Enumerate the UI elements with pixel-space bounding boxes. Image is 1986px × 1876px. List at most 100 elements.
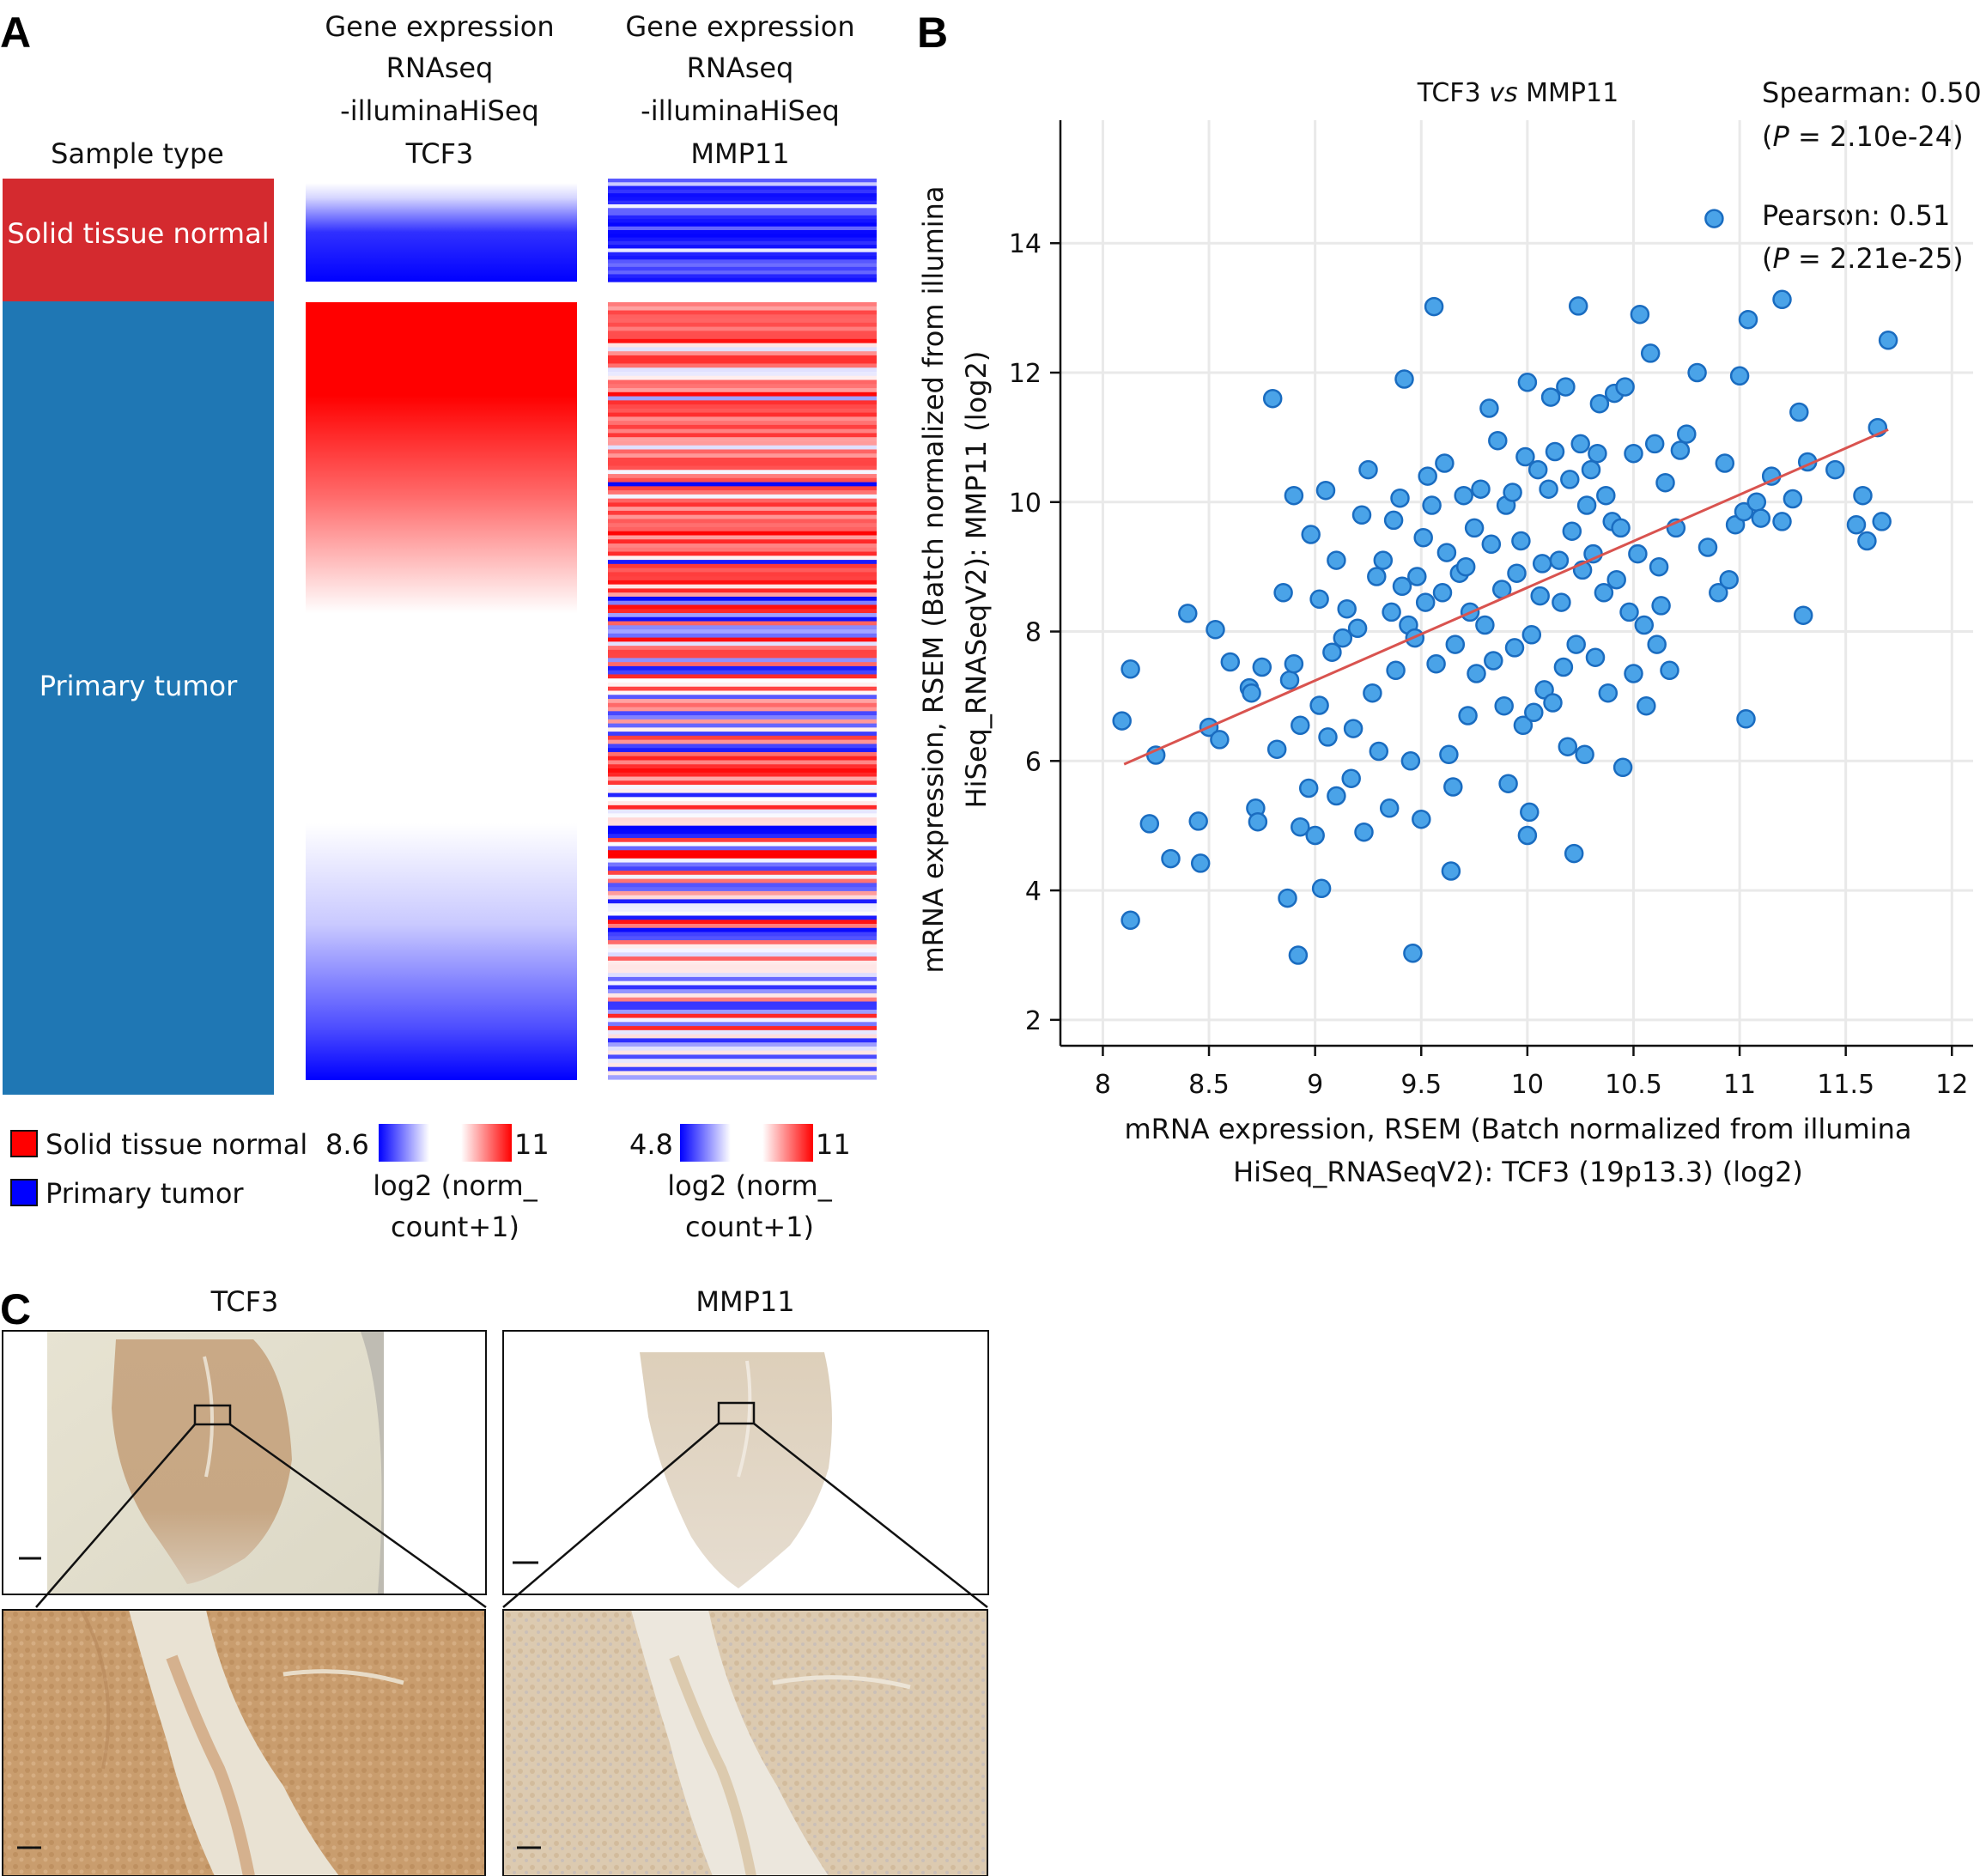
mmp11-heatmap-stripe [608, 486, 877, 491]
scatter-point [1413, 527, 1433, 548]
scatter-axes [1059, 120, 1973, 1047]
mmp11-heatmap-stripe [608, 248, 877, 253]
tcf3-header: Gene expression RNAseq -illuminaHiSeq TC… [325, 10, 554, 170]
scatter-point [1532, 554, 1552, 574]
legend-label-normal: Solid tissue normal [46, 1128, 307, 1161]
mmp11-heatmap-stripe [608, 428, 877, 434]
scatter-point [1382, 602, 1401, 622]
mmp11-heatmap-stripe [608, 211, 877, 216]
scatter-point [1412, 809, 1431, 829]
chart-title-vs: vs [1489, 78, 1517, 108]
mmp11-heatmap-stripe [608, 270, 877, 276]
mmp11-heatmap-stripe [608, 543, 877, 549]
mmp11-heatmap-stripe [608, 379, 877, 385]
mmp11-heatmap-stripe [608, 715, 877, 720]
spearman-p-number: = 2.10e-24) [1789, 120, 1964, 153]
mmp11-heatmap-stripe [608, 871, 877, 876]
mmp11-heatmap-stripe [608, 592, 877, 598]
mmp11-heatmap-stripe [608, 858, 877, 864]
tcf3-heatmap-tumor [306, 302, 577, 1080]
mmp11-heatmap-stripe [608, 256, 877, 260]
mmp11-heatmap-stripe [608, 526, 877, 532]
scatter-point [1539, 479, 1558, 499]
mmp11-heatmap-stripe [608, 719, 877, 725]
tcf3-scale-min: 8.6 [325, 1128, 369, 1161]
mmp11-heatmap-stripe [608, 437, 877, 442]
mmp11-heatmap-stripe [608, 306, 877, 312]
mmp11-heatmap-stripe [608, 208, 877, 213]
mmp11-heatmap-stripe [608, 915, 877, 920]
scatter-point [1581, 459, 1601, 480]
scatter-point [1772, 512, 1792, 531]
mmp11-heatmap-stripe [608, 319, 877, 324]
scatter-point [1596, 485, 1616, 506]
scatter-point [1677, 424, 1697, 444]
scatter-point [1379, 798, 1400, 818]
scatter-point [1670, 440, 1691, 460]
mmp11-heatmap-stripe [608, 1071, 877, 1076]
y-tick-label: 8 [1025, 618, 1042, 648]
scatter-point [1540, 387, 1561, 407]
mmp11-heatmap-stripe [608, 670, 877, 676]
mmp11-heatmap-stripe [608, 514, 877, 520]
scatter-point [1327, 786, 1346, 806]
scatter-point [1309, 695, 1329, 715]
sample-type-legend: Solid tissue normal Primary tumor [10, 1128, 307, 1210]
mmp11-heatmap-stripe [608, 993, 877, 999]
mmp11-heatmap-stripe [608, 355, 877, 361]
mmp11-heatmap-stripe [608, 539, 877, 544]
scatter-point [1698, 537, 1718, 557]
tcf3-ihc-overview [2, 1330, 487, 1595]
mmp11-heatmap-stripe [608, 461, 877, 467]
mmp11-heatmap-stripe [608, 841, 877, 847]
mmp11-heatmap-stripe [608, 887, 877, 892]
scatter-point [1354, 822, 1374, 842]
scatter-point [1568, 296, 1588, 316]
mmp11-heatmap-stripe [608, 252, 877, 257]
mmp11-header-line: MMP11 [690, 137, 789, 170]
mmp11-heatmap-stripe [608, 1059, 877, 1064]
spearman-p-symbol: P [1772, 120, 1789, 153]
mmp11-header-line: Gene expression [625, 10, 854, 43]
scatter-point [1318, 727, 1338, 747]
scatter-point [1825, 459, 1845, 480]
mmp11-heatmap-stripe [608, 621, 877, 626]
mmp11-heatmap-stripe [608, 980, 877, 987]
mmp11-heatmap-stripe [608, 723, 877, 728]
scatter-point [1309, 589, 1329, 610]
mmp11-heatmap-stripe [608, 985, 877, 990]
legend-label-tumor: Primary tumor [46, 1177, 244, 1210]
mmp11-heatmap-stripe [608, 837, 877, 843]
scatter-point [1560, 470, 1580, 489]
scatter-point [1624, 443, 1643, 464]
scatter-point [1857, 531, 1877, 551]
tcf3-ihc-zoom [3, 1610, 485, 1876]
mmp11-heatmap-stripe [608, 797, 877, 802]
x-tick-label: 8 [1095, 1070, 1111, 1100]
panel-label-b: B [917, 9, 948, 57]
scatter-point [1634, 615, 1655, 635]
mmp11-heatmap-stripe [608, 936, 877, 941]
mmp11-heatmap-stripe [608, 219, 877, 224]
scatter-point [1511, 531, 1531, 551]
scatter-point [1853, 485, 1873, 506]
scatter-point [1594, 583, 1614, 603]
mmp11-heatmap-stripe [608, 825, 877, 831]
scatter-point [1517, 825, 1538, 846]
mmp11-heatmap-stripe [608, 1029, 877, 1035]
mmp11-heatmap-stripe [608, 890, 877, 896]
mmp11-heatmap-stripe [608, 490, 877, 495]
scatter-point [1273, 583, 1293, 603]
scatter-point [1458, 706, 1478, 726]
y-tick-label: 10 [1009, 489, 1042, 519]
scatter-point [1424, 296, 1444, 317]
mmp11-heatmap-stripe [608, 924, 877, 929]
mmp11-scale-min: 4.8 [629, 1128, 673, 1161]
scatter-point [1305, 825, 1325, 846]
sample-type-header: Sample type [51, 137, 224, 170]
mmp11-heatmap-stripe [608, 609, 877, 614]
scatter-point [1422, 495, 1442, 515]
mmp11-heatmap-stripe [608, 1062, 877, 1068]
tcf3-header-line: RNAseq [386, 52, 494, 84]
mmp11-heatmap-stripe [608, 560, 877, 565]
